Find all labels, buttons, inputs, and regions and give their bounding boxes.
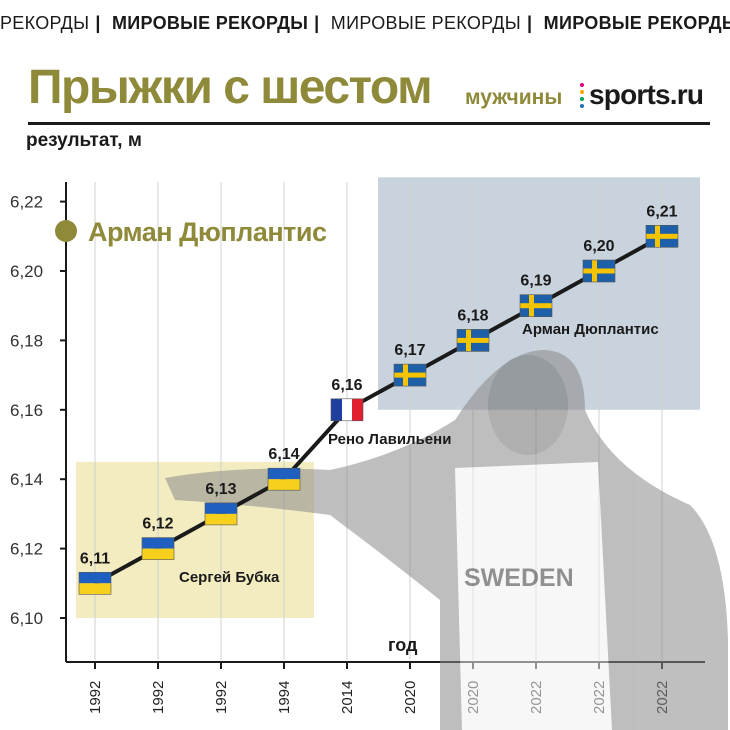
ticker-item: МИРОВЫЕ РЕКОРДЫ	[111, 13, 309, 33]
flag-border	[393, 363, 427, 387]
x-tick-label: 1992	[87, 681, 104, 714]
logo-text: sports.ru	[589, 79, 704, 110]
y-tick-label: 6,14	[10, 470, 43, 489]
sweden-flag-icon	[393, 363, 427, 387]
flag-stripe	[268, 468, 300, 480]
data-value-label: 6,18	[457, 307, 488, 324]
y-tick-label: 6,22	[10, 193, 43, 212]
ukraine-flag-icon	[141, 537, 175, 560]
flag-stripe	[205, 502, 237, 514]
x-tick-label: 2014	[339, 681, 356, 714]
flag-stripe	[142, 548, 174, 560]
ticker-item: МИРОВЫЕ РЕКОРДЫ	[543, 13, 730, 33]
flag-border	[456, 329, 490, 352]
flag-border	[141, 537, 175, 560]
data-value-label: 6,16	[331, 377, 362, 394]
flag-cross	[646, 233, 678, 239]
flag-stripe	[79, 583, 111, 595]
logo-dot	[580, 96, 584, 101]
flag-stripe	[142, 537, 174, 549]
logo-dot	[580, 103, 584, 108]
singlet-lettering: SWEDEN	[464, 564, 574, 592]
sports-ru-logo: sports.ru	[580, 79, 704, 111]
x-tick-label: 1994	[276, 681, 293, 714]
data-value-label: 6,19	[520, 273, 551, 290]
legend-label: Арман Дюплантис	[88, 217, 327, 247]
x-tick-label: 1992	[213, 681, 230, 714]
ukraine-flag-icon	[204, 502, 238, 526]
records-ticker: РЕКОРДЫ | МИРОВЫЕ РЕКОРДЫ | МИРОВЫЕ РЕКОРД…	[0, 0, 730, 46]
ukraine-flag-icon	[267, 467, 301, 491]
y-axis-label: результат, м	[26, 130, 142, 151]
y-tick-label: 6,10	[10, 609, 43, 628]
flag-border	[645, 225, 679, 248]
header-divider	[28, 122, 710, 125]
chart-subtitle: мужчины	[465, 86, 563, 109]
flag-border	[78, 571, 112, 595]
flag-cross	[394, 372, 426, 378]
flag-border	[204, 502, 238, 526]
ticker-item: РЕКОРДЫ	[0, 13, 90, 33]
ukraine-flag-icon	[78, 571, 112, 595]
data-value-label: 6,17	[394, 342, 425, 359]
data-value-label: 6,12	[142, 516, 173, 533]
flag-border	[267, 467, 301, 491]
logo-dot	[580, 82, 584, 87]
y-tick-label: 6,20	[10, 262, 43, 281]
flag-border	[519, 294, 553, 318]
flag-stripe	[79, 572, 111, 584]
flag-cross	[583, 268, 615, 274]
sweden-flag-icon	[582, 259, 616, 283]
logo-dot	[580, 89, 584, 94]
data-value-label: 6,20	[583, 238, 614, 255]
athlete-photo: SWEDEN	[165, 350, 728, 730]
sweden-flag-icon	[519, 294, 553, 318]
chart-title: Прыжки с шестом	[28, 61, 433, 114]
ticker-separator: |	[527, 13, 533, 33]
y-tick-label: 6,16	[10, 401, 43, 420]
annotation-duplantis: Арман Дюплантис	[522, 321, 659, 338]
sweden-flag-icon	[645, 225, 679, 248]
ticker-separator: |	[314, 13, 320, 33]
flag-cross	[457, 337, 489, 343]
flag-cross	[520, 303, 552, 309]
france-flag-icon	[330, 398, 364, 422]
flag-stripe	[331, 398, 342, 421]
y-tick-label: 6,18	[10, 331, 43, 350]
flag-stripe	[342, 398, 352, 421]
ticker-item: МИРОВЫЕ РЕКОРДЫ	[330, 13, 522, 33]
legend-marker	[55, 220, 77, 242]
x-tick-label: 2020	[402, 681, 419, 714]
sweden-flag-icon	[456, 329, 490, 352]
annotation-bubka: Сергей Бубка	[179, 569, 280, 586]
data-value-label: 6,13	[205, 481, 236, 498]
data-value-label: 6,14	[268, 446, 299, 463]
logo-dots-icon	[580, 82, 584, 108]
x-axis-label: год	[388, 635, 418, 655]
flag-border	[582, 259, 616, 283]
athlete-head	[488, 355, 568, 455]
x-tick-label: 1992	[150, 681, 167, 714]
y-tick-label: 6,12	[10, 540, 43, 559]
annotation-lavillenie: Рено Лавильени	[328, 431, 451, 448]
flag-stripe	[268, 479, 300, 491]
flag-border	[330, 398, 364, 422]
data-value-label: 6,21	[646, 203, 677, 220]
flag-stripe	[205, 513, 237, 525]
flag-stripe	[352, 398, 363, 421]
data-value-label: 6,11	[80, 550, 110, 567]
athlete-singlet	[455, 462, 612, 730]
record-progression-line	[94, 234, 663, 586]
ticker-separator: |	[95, 13, 101, 33]
